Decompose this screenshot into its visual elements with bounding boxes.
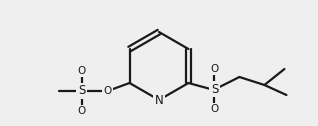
Text: O: O (210, 104, 218, 114)
Text: O: O (103, 86, 112, 96)
Text: O: O (77, 106, 86, 116)
Text: O: O (77, 66, 86, 76)
Text: O: O (210, 64, 218, 74)
Text: S: S (211, 83, 218, 96)
Text: N: N (155, 93, 163, 106)
Text: S: S (78, 85, 85, 98)
